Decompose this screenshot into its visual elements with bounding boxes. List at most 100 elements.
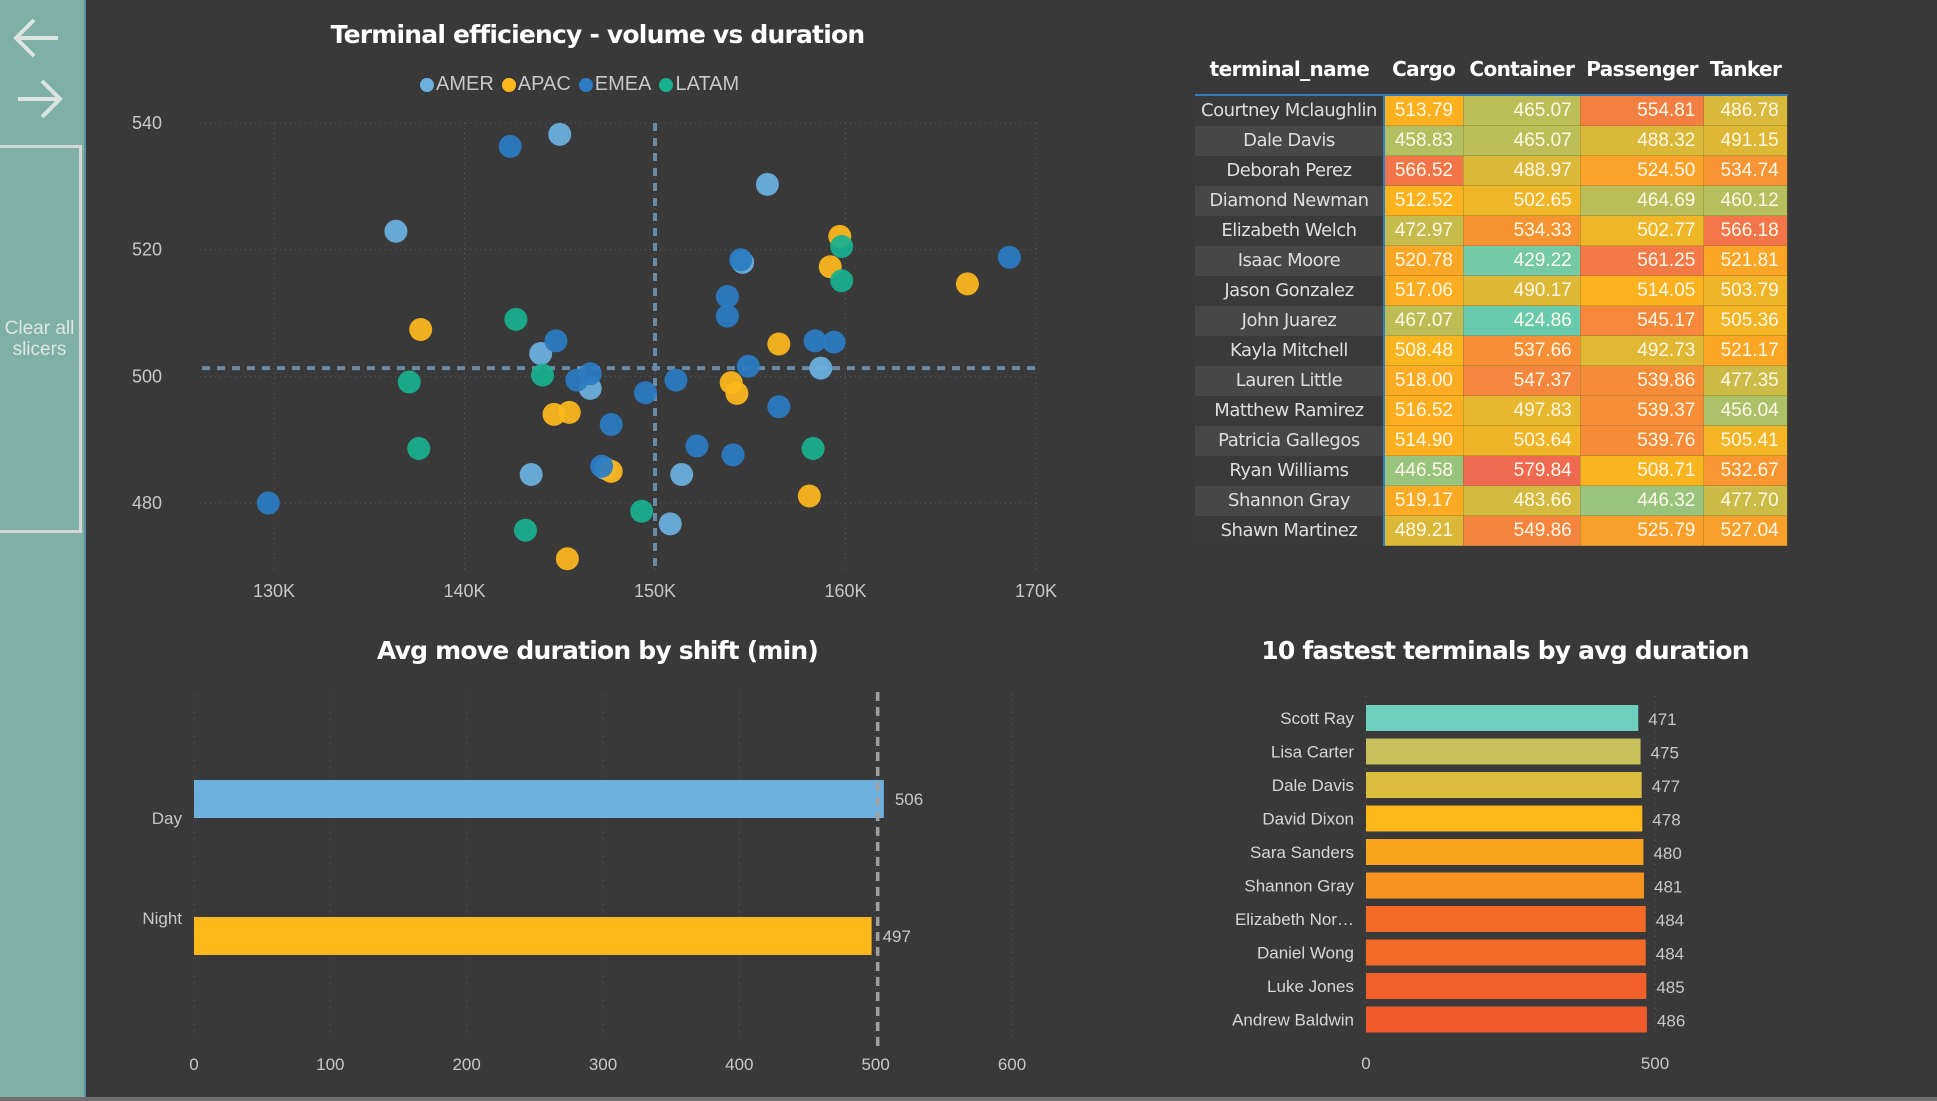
back-button[interactable]: [10, 14, 66, 62]
row-terminal-name[interactable]: Diamond Newman: [1195, 185, 1385, 216]
cell-container[interactable]: 537.66: [1462, 335, 1581, 366]
cell-container[interactable]: 497.83: [1462, 395, 1581, 426]
bar-terminal[interactable]: [1366, 738, 1641, 765]
row-terminal-name[interactable]: Dale Davis: [1195, 125, 1385, 156]
column-header-cargo[interactable]: Cargo: [1392, 57, 1456, 81]
cell-container[interactable]: 547.37: [1462, 365, 1581, 396]
cell-passenger[interactable]: 464.69: [1579, 185, 1705, 216]
cell-cargo[interactable]: 519.17: [1383, 485, 1464, 516]
bar-terminal[interactable]: [1366, 705, 1639, 731]
scatter-point-apac[interactable]: [555, 547, 579, 571]
scatter-chart[interactable]: 130K 140K 150K 160K 170K 480 500 520 540: [100, 100, 1080, 610]
scatter-point-emea[interactable]: [715, 304, 739, 328]
row-terminal-name[interactable]: Deborah Perez: [1195, 155, 1385, 186]
cell-container[interactable]: 502.65: [1462, 185, 1581, 216]
scatter-point-emea[interactable]: [256, 491, 280, 515]
row-terminal-name[interactable]: Patricia Gallegos: [1195, 425, 1385, 456]
scatter-point-amer[interactable]: [670, 463, 694, 486]
cell-container[interactable]: 465.07: [1462, 125, 1581, 156]
cell-tanker[interactable]: 505.36: [1703, 305, 1788, 336]
column-header-terminal-name[interactable]: terminal_name: [1209, 57, 1370, 81]
cell-container[interactable]: 465.07: [1462, 94, 1581, 126]
scatter-point-emea[interactable]: [767, 395, 791, 419]
row-terminal-name[interactable]: Isaac Moore: [1195, 245, 1385, 276]
bar-terminal[interactable]: [1366, 906, 1646, 932]
cell-tanker[interactable]: 527.04: [1703, 515, 1788, 546]
cell-cargo[interactable]: 520.78: [1383, 245, 1464, 276]
scatter-point-latam[interactable]: [830, 235, 854, 258]
scatter-point-emea[interactable]: [803, 329, 827, 353]
cell-tanker[interactable]: 503.79: [1703, 275, 1788, 306]
column-header-passenger[interactable]: Passenger: [1586, 57, 1698, 81]
scatter-point-emea[interactable]: [736, 354, 760, 378]
cell-tanker[interactable]: 477.70: [1703, 485, 1788, 516]
cell-passenger[interactable]: 492.73: [1579, 335, 1705, 366]
bar-terminal[interactable]: [1366, 939, 1646, 966]
forward-button[interactable]: [10, 75, 66, 123]
cell-tanker[interactable]: 491.15: [1703, 125, 1788, 156]
cell-tanker[interactable]: 521.81: [1703, 245, 1788, 276]
legend-item-emea[interactable]: EMEA: [578, 73, 651, 96]
cell-container[interactable]: 579.84: [1462, 455, 1581, 486]
cell-tanker[interactable]: 532.67: [1703, 455, 1788, 486]
cell-passenger[interactable]: 561.25: [1579, 245, 1705, 276]
scatter-point-emea[interactable]: [498, 134, 522, 158]
column-header-tanker[interactable]: Tanker: [1709, 57, 1782, 81]
scatter-point-latam[interactable]: [801, 437, 825, 461]
cell-cargo[interactable]: 514.90: [1383, 425, 1464, 456]
cell-passenger[interactable]: 539.86: [1579, 365, 1705, 396]
cell-passenger[interactable]: 446.32: [1579, 485, 1705, 516]
scatter-point-apac[interactable]: [955, 272, 979, 296]
row-terminal-name[interactable]: Shannon Gray: [1195, 485, 1385, 516]
scatter-point-emea[interactable]: [729, 248, 753, 272]
scatter-point-latam[interactable]: [830, 269, 854, 293]
legend-item-amer[interactable]: AMER: [420, 73, 494, 96]
cell-tanker[interactable]: 505.41: [1703, 425, 1788, 456]
scatter-point-amer[interactable]: [755, 172, 779, 196]
cell-cargo[interactable]: 458.83: [1383, 125, 1464, 156]
cell-cargo[interactable]: 517.06: [1383, 275, 1464, 306]
scatter-point-amer[interactable]: [529, 342, 553, 366]
bar-terminal[interactable]: [1366, 772, 1642, 798]
shift-bar-chart[interactable]: 0 100 200 300 400 500 600 506 497 Day Night: [100, 680, 1080, 1090]
column-header-container[interactable]: Container: [1469, 57, 1575, 81]
cell-cargo[interactable]: 467.07: [1383, 305, 1464, 336]
scatter-point-emea[interactable]: [721, 443, 745, 467]
cell-passenger[interactable]: 502.77: [1579, 215, 1705, 246]
bar-terminal[interactable]: [1366, 839, 1644, 865]
scatter-point-apac[interactable]: [557, 400, 581, 424]
scatter-point-latam[interactable]: [397, 370, 421, 394]
scatter-point-emea[interactable]: [664, 368, 688, 392]
cell-passenger[interactable]: 539.37: [1579, 395, 1705, 426]
cell-cargo[interactable]: 446.58: [1383, 455, 1464, 486]
scatter-point-latam[interactable]: [504, 307, 528, 331]
cell-container[interactable]: 424.86: [1462, 305, 1581, 336]
cell-cargo[interactable]: 518.00: [1383, 365, 1464, 396]
bar-day[interactable]: [194, 780, 884, 818]
cell-tanker[interactable]: 534.74: [1703, 155, 1788, 186]
cell-passenger[interactable]: 554.81: [1579, 94, 1705, 126]
bar-terminal[interactable]: [1366, 872, 1645, 899]
legend-item-latam[interactable]: LATAM: [659, 73, 739, 96]
cell-container[interactable]: 549.86: [1462, 515, 1581, 546]
cell-cargo[interactable]: 516.52: [1383, 395, 1464, 426]
scatter-point-latam[interactable]: [407, 437, 431, 461]
cell-tanker[interactable]: 456.04: [1703, 395, 1788, 426]
cell-tanker[interactable]: 566.18: [1703, 215, 1788, 246]
bar-terminal[interactable]: [1366, 973, 1647, 999]
row-terminal-name[interactable]: Ryan Williams: [1195, 455, 1385, 486]
row-terminal-name[interactable]: Kayla Mitchell: [1195, 335, 1385, 366]
scatter-point-apac[interactable]: [725, 381, 749, 405]
cell-tanker[interactable]: 477.35: [1703, 365, 1788, 396]
row-terminal-name[interactable]: Lauren Little: [1195, 365, 1385, 396]
cell-tanker[interactable]: 486.78: [1703, 94, 1788, 126]
scatter-point-emea[interactable]: [590, 454, 614, 478]
cell-cargo[interactable]: 472.97: [1383, 215, 1464, 246]
cell-container[interactable]: 490.17: [1462, 275, 1581, 306]
scatter-point-latam[interactable]: [630, 499, 654, 523]
scatter-point-emea[interactable]: [822, 330, 846, 354]
scatter-point-apac[interactable]: [409, 317, 433, 341]
row-terminal-name[interactable]: Elizabeth Welch: [1195, 215, 1385, 246]
row-terminal-name[interactable]: Jason Gonzalez: [1195, 275, 1385, 306]
cell-container[interactable]: 488.97: [1462, 155, 1581, 186]
